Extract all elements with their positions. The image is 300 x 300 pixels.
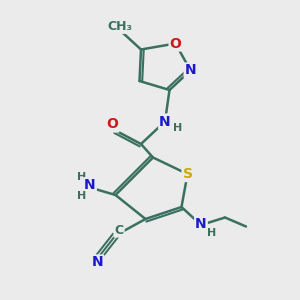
Text: O: O xyxy=(169,37,181,50)
Text: H: H xyxy=(77,172,86,182)
Text: N: N xyxy=(92,256,103,269)
Text: S: S xyxy=(182,167,193,181)
Text: N: N xyxy=(159,115,171,128)
Text: N: N xyxy=(84,178,96,192)
Text: H: H xyxy=(207,228,216,239)
Text: H: H xyxy=(173,123,182,133)
Text: N: N xyxy=(195,217,207,230)
Text: N: N xyxy=(185,64,196,77)
Text: CH₃: CH₃ xyxy=(107,20,132,33)
Text: C: C xyxy=(115,224,124,237)
Text: H: H xyxy=(77,191,86,201)
Text: O: O xyxy=(106,118,119,131)
